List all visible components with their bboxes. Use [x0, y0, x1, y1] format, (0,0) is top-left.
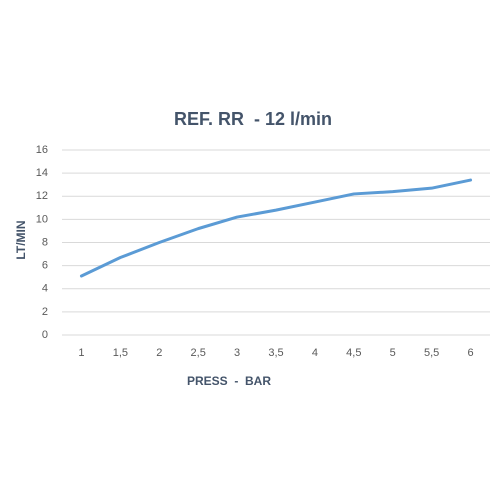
chart-title: REF. RR - 12 l/min [174, 109, 332, 129]
x-tick-label: 2 [156, 347, 162, 359]
y-tick-label: 6 [42, 260, 48, 272]
y-tick-label: 0 [42, 329, 48, 341]
data-line [79, 178, 473, 278]
x-tick-label: 1 [78, 347, 84, 359]
y-tick-label: 2 [42, 306, 48, 318]
y-tick-label: 12 [36, 190, 48, 202]
x-axis-title: PRESS - BAR [187, 374, 271, 388]
x-tick-label: 4,5 [346, 347, 361, 359]
x-tick-label: 5,5 [424, 347, 439, 359]
y-tick-label: 4 [42, 283, 48, 295]
x-tick-label: 3,5 [268, 347, 283, 359]
x-tick-label: 6 [467, 347, 473, 359]
y-tick-label: 10 [36, 213, 48, 225]
x-tick-label: 5 [390, 347, 396, 359]
x-tick-label: 1,5 [113, 347, 128, 359]
y-tick-label: 8 [42, 236, 48, 248]
y-axis-title: LT/MIN [14, 220, 28, 259]
x-tick-label: 3 [234, 347, 240, 359]
y-tick-label: 14 [36, 167, 48, 179]
y-tick-label: 16 [36, 144, 48, 156]
x-tick-label: 4 [312, 347, 318, 359]
x-tick-label: 2,5 [191, 347, 206, 359]
